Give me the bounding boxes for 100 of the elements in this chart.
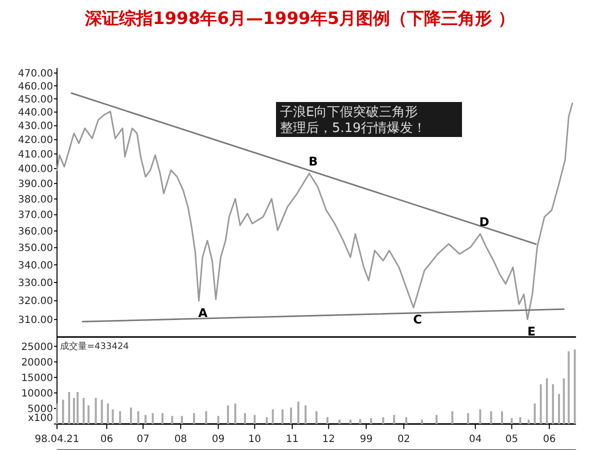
y-tick-label: 420.00	[18, 135, 53, 146]
bar	[244, 413, 246, 424]
bar	[510, 418, 513, 424]
bar	[56, 403, 58, 424]
bar	[112, 409, 114, 424]
bar	[519, 417, 522, 424]
bar	[106, 403, 109, 424]
bar	[82, 398, 85, 424]
y-tick-label: 25000	[21, 342, 53, 353]
y-tick-label: 10000	[21, 388, 53, 400]
bar	[370, 418, 372, 424]
y-tick-label: 360.00	[18, 226, 53, 238]
bar	[266, 417, 268, 424]
annotation: 整理后，5.19行情爆发！	[280, 121, 426, 136]
bar	[382, 417, 384, 424]
x-tick-label: 11	[286, 434, 299, 445]
y-tick-label: 320.00	[18, 296, 53, 308]
x-tick-label: 06	[100, 434, 114, 445]
x-tick-label: 02	[397, 434, 410, 445]
bar	[152, 413, 154, 424]
annotation: D	[479, 214, 490, 229]
bar	[540, 384, 542, 424]
bar	[130, 408, 132, 424]
bar	[272, 409, 274, 424]
y-tick-label: 400.00	[18, 164, 53, 176]
bar	[436, 414, 438, 424]
bar	[68, 392, 70, 424]
y-tick-label: 20000	[21, 357, 53, 368]
bar	[171, 416, 174, 424]
y-tick-label: 410.00	[18, 149, 53, 160]
y-tick-label: x100	[28, 413, 53, 424]
x-tick-label: 98.04.21	[34, 434, 80, 445]
bar	[205, 411, 208, 424]
x-tick-label: 07	[136, 434, 150, 445]
bar	[94, 398, 97, 424]
bar	[546, 378, 548, 424]
bar	[393, 414, 396, 424]
bar	[421, 420, 423, 424]
bar	[528, 420, 530, 424]
y-tick-label: 5000	[28, 404, 53, 415]
annotation: E	[527, 324, 536, 338]
bar	[490, 411, 492, 424]
bar	[162, 413, 164, 424]
x-tick-label: 09	[212, 434, 225, 445]
bar	[501, 411, 504, 424]
annotation: C	[413, 312, 422, 327]
x-tick-label: 99	[360, 434, 373, 445]
bar	[552, 384, 554, 424]
annotation: B	[308, 154, 318, 168]
bar	[234, 403, 236, 424]
bar	[193, 413, 196, 424]
bar	[100, 400, 103, 424]
annotation: 子浪E向下假突破三角形	[280, 104, 418, 120]
y-tick-label: 470.00	[18, 68, 53, 80]
bar	[88, 405, 90, 424]
y-tick-label: 330.00	[18, 278, 53, 290]
bar	[226, 405, 229, 424]
x-tick-label: 08	[174, 434, 188, 445]
bar	[479, 409, 482, 424]
bar	[467, 413, 470, 424]
y-tick-label: 350.00	[18, 243, 53, 254]
bar	[180, 416, 183, 424]
chart-title: 深证综指1998年6月—1999年5月图例（下降三角形 ）	[84, 9, 516, 29]
bar	[338, 420, 341, 424]
bar	[304, 405, 307, 424]
y-tick-label: 15000	[21, 372, 53, 384]
bar	[297, 402, 300, 424]
y-tick-label: 430.00	[18, 121, 53, 132]
bar	[326, 417, 328, 424]
y-tick-label: 310.00	[18, 315, 53, 326]
bar	[562, 378, 565, 424]
bar	[558, 394, 560, 424]
bar	[316, 411, 318, 424]
bar	[534, 403, 536, 424]
bar	[282, 409, 284, 424]
y-tick-label: 440.00	[18, 108, 53, 119]
annotation: 成交量=433424	[60, 341, 130, 352]
bar	[76, 392, 79, 424]
x-tick-label: 10	[248, 434, 262, 445]
x-tick-label: 04	[468, 434, 482, 445]
y-tick-label: 340.00	[18, 260, 53, 272]
bar	[254, 414, 256, 424]
bar	[405, 417, 408, 424]
bar	[568, 351, 570, 424]
bar	[119, 411, 122, 424]
bar	[290, 408, 292, 424]
y-tick-label: 390.00	[18, 179, 53, 190]
y-tick-label: 370.00	[18, 210, 53, 222]
bar	[144, 414, 147, 424]
bar	[217, 416, 220, 424]
y-tick-label: 450.00	[18, 94, 53, 106]
x-tick-label: 05	[505, 434, 518, 445]
bar	[62, 400, 64, 424]
x-tick-label: 12	[322, 434, 335, 445]
bar	[359, 419, 362, 424]
annotation: A	[198, 306, 208, 320]
bar	[574, 349, 576, 424]
bar	[451, 411, 454, 424]
x-tick-label: 06	[542, 434, 556, 445]
bar	[349, 420, 352, 424]
